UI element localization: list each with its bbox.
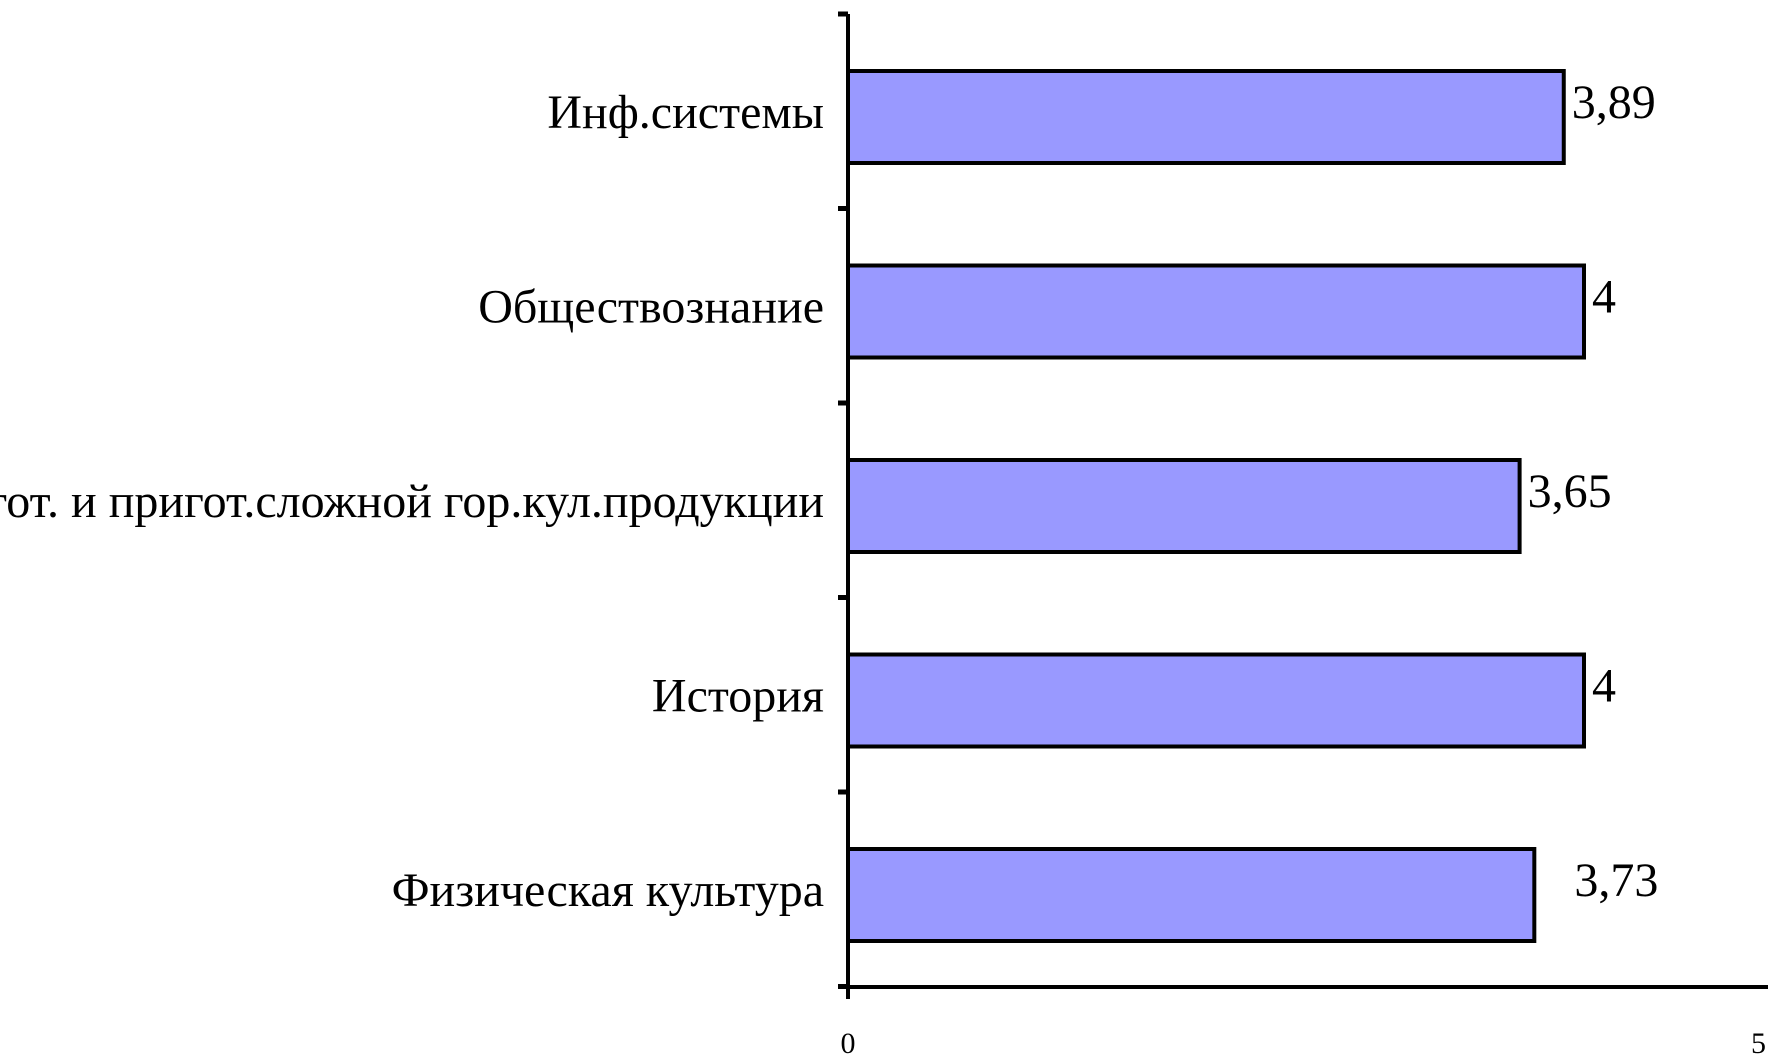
bar: [846, 847, 1537, 943]
bar: [846, 263, 1586, 360]
x-tick-label: 5: [1751, 1027, 1766, 1060]
x-tick-label: 0: [841, 1027, 856, 1060]
bar: [846, 69, 1566, 165]
axes-group: [838, 11, 1768, 999]
category-label: Орг.процесса пригот. и пригот.сложной го…: [0, 475, 824, 528]
bar: [846, 458, 1522, 554]
labels-group: Инф.системы 3,89 Обществознание 4 Орг.процес…: [0, 76, 1766, 1060]
data-label: 3,65: [1528, 465, 1612, 518]
category-label: История: [652, 670, 824, 723]
data-label: 3,73: [1574, 854, 1658, 907]
data-label: 3,89: [1572, 76, 1656, 129]
category-label: Физическая культура: [392, 864, 824, 917]
bars-group: [846, 69, 1586, 943]
data-label: 4: [1592, 271, 1616, 324]
bar: [846, 652, 1586, 749]
category-label: Обществознание: [478, 281, 824, 334]
data-label: 4: [1592, 660, 1616, 713]
category-label: Инф.системы: [547, 86, 824, 139]
